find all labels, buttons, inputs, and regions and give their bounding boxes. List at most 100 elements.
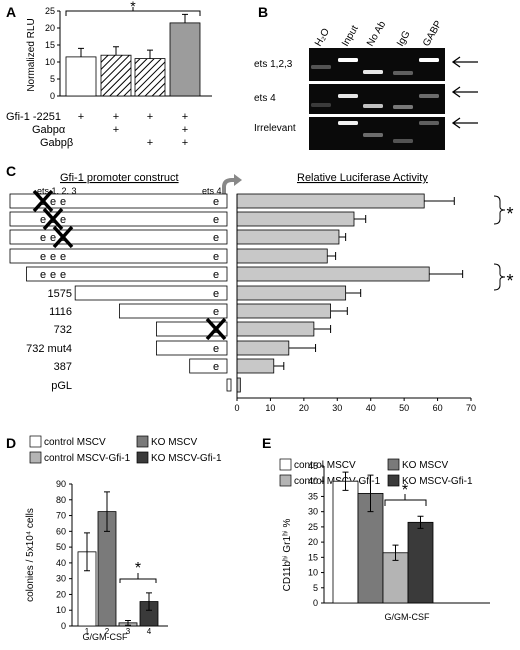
panel-a-error-bar [182,13,188,23]
panel-d-error-bar-lower [125,622,131,626]
gel-lane-igg: IgG [395,29,413,49]
gel-band [311,65,331,69]
panel-c-error-bar [313,325,332,333]
legend-label: KO MSCV-Gfi-1 [151,453,222,464]
legend-swatch [387,458,400,471]
panel-d-y-tick-label: 0 [61,621,66,631]
panel-label-d: D [6,435,16,451]
panel-c-ets-site: e [60,251,66,263]
panel-d-significance-star: * [135,560,141,577]
panel-c-construct-box [119,303,228,319]
panel-c-ets-site: e [50,232,56,244]
panel-label-e: E [262,435,271,451]
panel-c-bar [236,248,328,264]
gel-image-ets123 [309,48,445,81]
panel-c-ets-site: e [40,214,46,226]
panel-c-error-bar [327,252,337,260]
panel-d-y-tick-label: 40 [56,558,66,568]
panel-d-y-axis-label: colonies / 5x10⁴ cells [25,508,36,602]
panel-c-construct-box [9,248,228,264]
panel-c-mutation-cross [205,317,227,341]
panel-c-error-bar [288,344,317,352]
gel-band [363,70,383,74]
panel-d-error-bar-lower [104,511,110,532]
panel-d-error-bar [146,592,152,602]
gel-arrow-ets4 [451,86,478,98]
panel-d-error-bar-lower [84,551,90,572]
panel-c-error-bar [354,215,367,223]
panel-a-significance-bracket: * [65,0,201,16]
panel-c-x-tick-label: 10 [265,403,275,413]
panel-d-y-tick-label: 60 [56,526,66,536]
panel-c-construct-box [9,193,228,209]
panel-label-a: A [6,4,16,20]
panel-a-row-label-gabpa: Gabpα [32,124,66,136]
panel-c-ets-site: e [60,269,66,281]
panel-c-error-bar [429,270,464,278]
panel-c-x-tick-label: 70 [466,403,476,413]
panel-c-significance-brace [493,195,506,225]
legend-swatch [29,435,42,448]
panel-e-error-bar [417,515,424,523]
panel-c-construct-title: Gfi-1 promoter construct [60,172,179,184]
panel-c-x-tick-label: 40 [366,403,376,413]
panel-c-construct-label: 732 [54,324,72,336]
panel-a-bar [65,56,97,97]
gel-row-label-irrelevant: Irrelevant [254,123,296,134]
panel-c-ets-site: e [213,196,219,208]
panel-c-error-bar [424,197,455,205]
panel-c-ets-site: e [213,343,219,355]
panel-a-y-tick-label: 10 [45,57,55,67]
panel-a-error-bar [113,46,119,56]
panel-c-ets-site: e [213,251,219,263]
panel-c-x-tick-label: 60 [433,403,443,413]
panel-d-chart: control MSCV KO MSCV control MSCV-Gfi-1 KO … [25,435,222,642]
panel-c-ets-site: e [50,251,56,263]
gel-image-ets4 [309,84,445,114]
panel-a-y-axis-label: Normalized RLU [26,18,37,91]
panel-c-ets-site: e [40,251,46,263]
panel-e-error-bar-lower [342,481,349,491]
panel-c-construct-box [156,321,228,337]
panel-c-ets-site: e [40,232,46,244]
panel-c-mutation-cross [32,189,54,213]
panel-e-y-axis-label: CD11bʰⁱ Gr1ʰⁱ % [282,519,293,592]
panel-c-bar [236,285,347,301]
gel-band [363,133,383,137]
panel-c-site-label-ets4: ets 4 [202,186,222,196]
panel-c-construct-label: pGL [51,380,72,392]
panel-a-plus-mark: + [113,124,119,136]
panel-c-error-bar [345,289,362,297]
panel-c-error-bar [330,307,348,315]
panel-d-y-tick-label: 20 [56,589,66,599]
panel-a-plus-mark: + [78,111,84,123]
panel-c-bar [236,377,241,393]
panel-c-bar [236,266,430,282]
panel-label-c: C [6,163,16,179]
panel-d-y-tick-label: 70 [56,511,66,521]
panel-c-construct-label: 732 mut4 [26,343,72,355]
gel-band [363,104,383,108]
panel-c-construct-label: 1575 [48,288,72,300]
panel-c-ets-site: e [213,306,219,318]
panel-e-y-tick-label: 15 [308,552,318,562]
panel-d-error-bar [125,619,131,623]
panel-c-mutation-cross [52,225,74,249]
panel-e-error-bar-lower [392,552,399,561]
gel-lane-input: Input [340,24,361,49]
panel-a-plus-mark: + [147,137,153,149]
gel-band [419,121,439,125]
legend-label: KO MSCV [402,460,448,471]
panel-c-ets-site: e [213,232,219,244]
promoter-start-arrow [222,178,234,194]
panel-c-bar [236,193,425,209]
legend-swatch [279,474,292,487]
panel-c-bar [236,321,315,337]
panel-c-ets-site: e [213,214,219,226]
panel-e-bar [407,521,434,604]
panel-d-error-bar [104,491,110,512]
panel-c-site-label-ets123: ets 1, 2, 3 [37,186,77,196]
panel-c-construct-label: 387 [54,361,72,373]
